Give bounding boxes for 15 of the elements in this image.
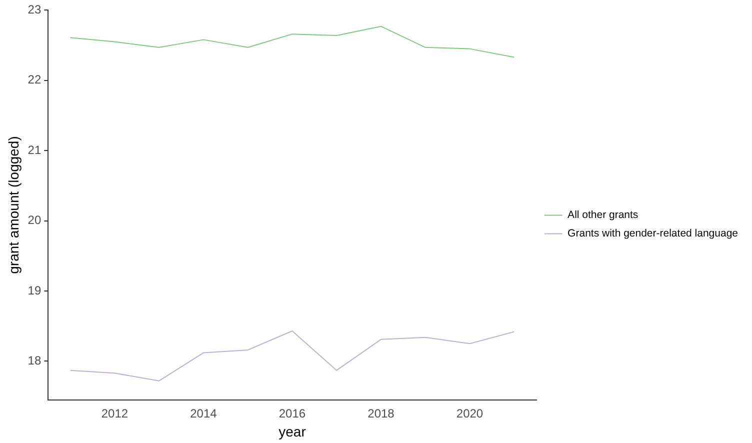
y-tick-label: 21 (28, 142, 42, 157)
x-tick-label: 2014 (190, 406, 218, 420)
x-axis-title: year (278, 423, 306, 440)
y-tick-label: 23 (28, 2, 42, 17)
y-axis-title: grant amount (logged) (5, 136, 22, 274)
x-tick-label: 2016 (278, 406, 306, 420)
legend-label: All other grants (568, 209, 638, 222)
y-tick-label: 20 (28, 213, 42, 228)
y-tick-label: 22 (28, 72, 42, 87)
y-tick-label: 19 (28, 283, 42, 298)
legend-label: Grants with gender-related language (568, 228, 738, 240)
x-tick-label: 2018 (368, 406, 395, 420)
x-tick-label: 2020 (456, 406, 484, 420)
x-tick-label: 2012 (101, 406, 128, 420)
y-tick-label: 18 (28, 354, 42, 368)
